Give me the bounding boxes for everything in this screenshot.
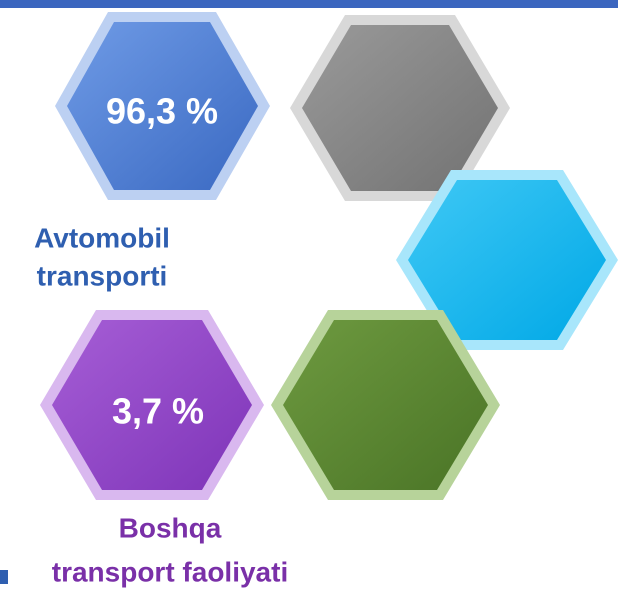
value: 3,7 % (112, 391, 204, 432)
label-line: transport faoliyati (52, 556, 288, 587)
label-line: Boshqa (119, 512, 222, 543)
label-line: Avtomobil (34, 222, 170, 253)
edge-fragment (0, 570, 8, 584)
hexagon (52, 320, 252, 490)
value: 96,3 % (106, 91, 218, 132)
top-bar (0, 0, 618, 8)
hexagon (283, 320, 488, 490)
label-line: transporti (37, 260, 168, 291)
hexagon (302, 25, 498, 191)
hexagon (67, 22, 258, 190)
hexagon (408, 180, 606, 340)
